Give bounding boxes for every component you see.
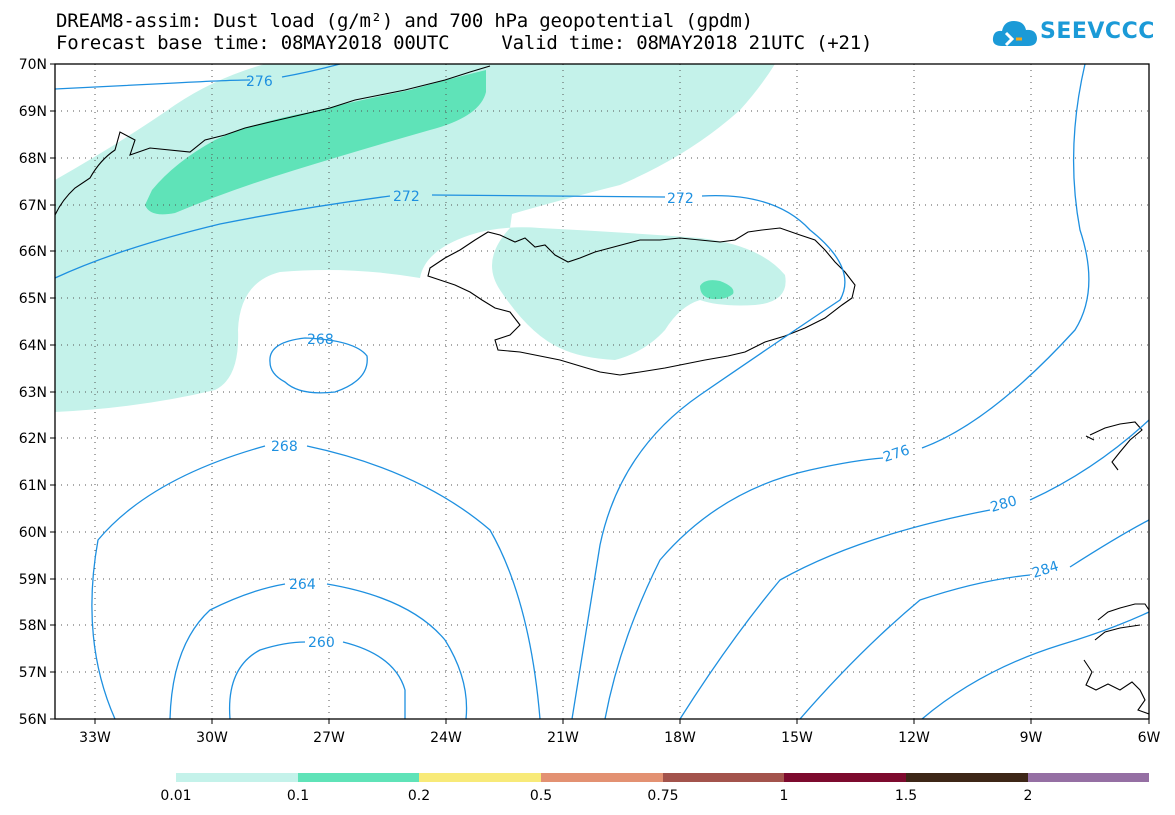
lat-label: 65N: [19, 291, 47, 307]
chart-subtitle: Forecast base time: 08MAY2018 00UTC Valid…: [56, 32, 872, 54]
lon-label: 12W: [898, 730, 930, 746]
lat-label: 68N: [19, 151, 47, 167]
contour-264: [169, 583, 468, 719]
lon-label: 24W: [430, 730, 462, 746]
dust-shading-mid: [145, 70, 486, 215]
colorbar-label: 0.75: [647, 788, 678, 804]
lat-label: 58N: [19, 618, 47, 634]
iceland-coast: [427, 227, 856, 376]
lat-label: 70N: [19, 57, 47, 73]
colorbar-segment: [1028, 773, 1149, 782]
graticule: [55, 64, 1149, 719]
lon-label: 6W: [1138, 730, 1161, 746]
colorbar-label: 0.01: [160, 788, 191, 804]
geopotential-contours: [55, 64, 1149, 719]
contour-labels: 276 272 272 268 268 264 260 276 280 284: [246, 74, 1061, 651]
contour-label: 264: [289, 577, 316, 593]
lon-label: 27W: [313, 730, 345, 746]
lat-label: 66N: [19, 244, 47, 260]
greenland-coast: [55, 65, 491, 216]
lon-label: 15W: [781, 730, 813, 746]
colorbar-segment: [298, 773, 419, 782]
dust-shading-spot: [700, 280, 734, 300]
lon-label: 18W: [664, 730, 696, 746]
logo-text: SEEVCCC: [1040, 19, 1155, 44]
cloud-icon: [992, 21, 1037, 47]
colorbar-label: 2: [1024, 788, 1033, 804]
colorbar: 0.01 0.1 0.2 0.5 0.75 1 1.5 2: [160, 773, 1149, 804]
contour-label: 272: [667, 191, 694, 207]
contour-268-lower: [91, 445, 541, 719]
valid-time: Valid time: 08MAY2018 21UTC (+21): [501, 32, 873, 54]
colorbar-segment: [906, 773, 1028, 782]
colorbar-segment: [784, 773, 906, 782]
latitude-labels: 70N 69N 68N 67N 66N 65N 64N 63N 62N 61N …: [19, 57, 47, 728]
lat-label: 60N: [19, 525, 47, 541]
contour-276-east: [604, 64, 1090, 719]
lat-label: 57N: [19, 665, 47, 681]
colorbar-label: 0.1: [287, 788, 309, 804]
contour-label: 272: [393, 189, 420, 205]
colorbar-segment: [176, 773, 298, 782]
colorbar-segment: [663, 773, 784, 782]
contour-label: 268: [307, 332, 334, 348]
contour-276-north: [55, 64, 341, 90]
scotland-coast: [1083, 603, 1149, 715]
colorbar-label: 0.5: [530, 788, 552, 804]
contour-280: [679, 419, 1149, 719]
colorbar-segment: [541, 773, 663, 782]
chart-title: DREAM8-assim: Dust load (g/m²) and 700 h…: [56, 10, 753, 32]
lat-label: 69N: [19, 104, 47, 120]
contour-label: 268: [271, 439, 298, 455]
contour-label: 284: [1030, 558, 1060, 582]
lat-label: 64N: [19, 338, 47, 354]
lat-label: 56N: [19, 712, 47, 728]
colorbar-label: 1: [780, 788, 789, 804]
colorbar-segment: [419, 773, 541, 782]
contour-label: 260: [308, 635, 335, 651]
lon-label: 33W: [79, 730, 111, 746]
lat-label: 62N: [19, 431, 47, 447]
lon-label: 30W: [196, 730, 228, 746]
colorbar-label: 1.5: [895, 788, 917, 804]
forecast-base-time: Forecast base time: 08MAY2018 00UTC: [56, 32, 450, 54]
axis-ticks: [50, 63, 1150, 724]
colorbar-label: 0.2: [408, 788, 430, 804]
contour-label: 276: [246, 74, 273, 90]
contour-268-ring: [269, 337, 368, 394]
seevccc-logo: SEEVCCC: [992, 16, 1162, 56]
lat-label: 63N: [19, 385, 47, 401]
contour-284: [799, 519, 1149, 719]
contour-272: [55, 194, 846, 719]
lat-label: 61N: [19, 478, 47, 494]
contour-label: 276: [881, 442, 911, 466]
lon-label: 21W: [547, 730, 579, 746]
contour-260: [228, 641, 406, 719]
map-area: 276 272 272 268 268 264 260 276 280 284: [55, 64, 1149, 719]
coastlines: [55, 65, 1149, 715]
longitude-labels: 33W 30W 27W 24W 21W 18W 15W 12W 9W 6W: [79, 730, 1160, 746]
lat-label: 67N: [19, 198, 47, 214]
contour-288: [921, 611, 1149, 719]
contour-label: 280: [989, 493, 1019, 516]
faroe-coast: [1085, 421, 1143, 471]
lat-label: 59N: [19, 572, 47, 588]
lon-label: 9W: [1020, 730, 1043, 746]
